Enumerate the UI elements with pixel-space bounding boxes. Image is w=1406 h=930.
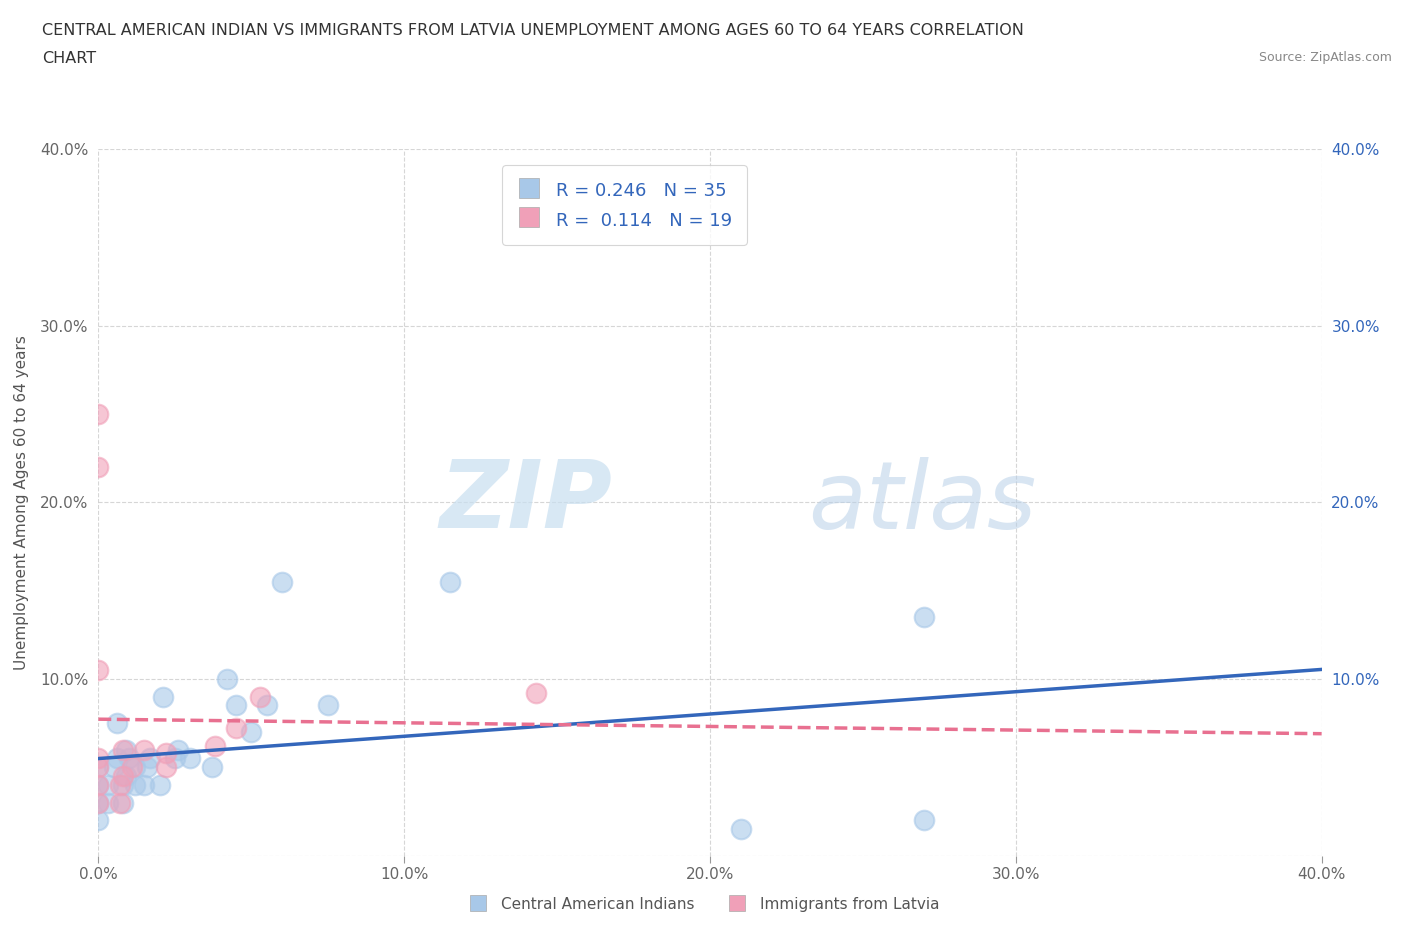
Text: CHART: CHART xyxy=(42,51,96,66)
Point xyxy=(730,822,752,837)
Point xyxy=(256,698,278,712)
Point xyxy=(87,777,110,792)
Point xyxy=(249,689,271,704)
Point xyxy=(912,610,935,625)
Point xyxy=(155,760,177,775)
Point xyxy=(115,768,138,783)
Point xyxy=(524,685,547,700)
Text: CENTRAL AMERICAN INDIAN VS IMMIGRANTS FROM LATVIA UNEMPLOYMENT AMONG AGES 60 TO : CENTRAL AMERICAN INDIAN VS IMMIGRANTS FR… xyxy=(42,23,1024,38)
Point xyxy=(111,777,134,792)
Point xyxy=(108,795,131,810)
Point xyxy=(97,777,120,792)
Point xyxy=(87,795,110,810)
Point xyxy=(87,760,110,775)
Point xyxy=(87,751,110,766)
Point xyxy=(111,768,134,783)
Text: ZIP: ZIP xyxy=(439,457,612,548)
Legend: R = 0.246   N = 35, R =  0.114   N = 19: R = 0.246 N = 35, R = 0.114 N = 19 xyxy=(502,165,747,245)
Point xyxy=(87,777,110,792)
Text: atlas: atlas xyxy=(808,457,1036,548)
Point xyxy=(124,760,146,775)
Point xyxy=(136,760,159,775)
Point xyxy=(225,721,247,736)
Point xyxy=(155,746,177,761)
Point xyxy=(87,795,110,810)
Point xyxy=(105,716,128,731)
Point xyxy=(87,813,110,828)
Point xyxy=(204,738,226,753)
Point xyxy=(97,795,120,810)
Point xyxy=(108,777,131,792)
Point xyxy=(111,742,134,757)
Point xyxy=(87,662,110,677)
Point xyxy=(163,751,186,766)
Point xyxy=(111,795,134,810)
Point xyxy=(105,751,128,766)
Point xyxy=(124,777,146,792)
Point xyxy=(240,724,263,739)
Point xyxy=(103,760,125,775)
Y-axis label: Unemployment Among Ages 60 to 64 years: Unemployment Among Ages 60 to 64 years xyxy=(14,335,30,670)
Point xyxy=(121,760,143,775)
Point xyxy=(115,742,138,757)
Point xyxy=(215,671,238,686)
Point xyxy=(179,751,201,766)
Point xyxy=(87,406,110,421)
Point xyxy=(200,760,222,775)
Point xyxy=(439,575,461,590)
Point xyxy=(87,760,110,775)
Point xyxy=(167,742,190,757)
Point xyxy=(912,813,935,828)
Point xyxy=(134,777,156,792)
Point xyxy=(139,751,162,766)
Text: Source: ZipAtlas.com: Source: ZipAtlas.com xyxy=(1258,51,1392,64)
Point xyxy=(87,459,110,474)
Point xyxy=(134,742,156,757)
Point xyxy=(149,777,172,792)
Point xyxy=(225,698,247,712)
Legend: Central American Indians, Immigrants from Latvia: Central American Indians, Immigrants fro… xyxy=(460,891,946,918)
Point xyxy=(316,698,339,712)
Point xyxy=(270,575,292,590)
Point xyxy=(118,751,141,766)
Point xyxy=(152,689,174,704)
